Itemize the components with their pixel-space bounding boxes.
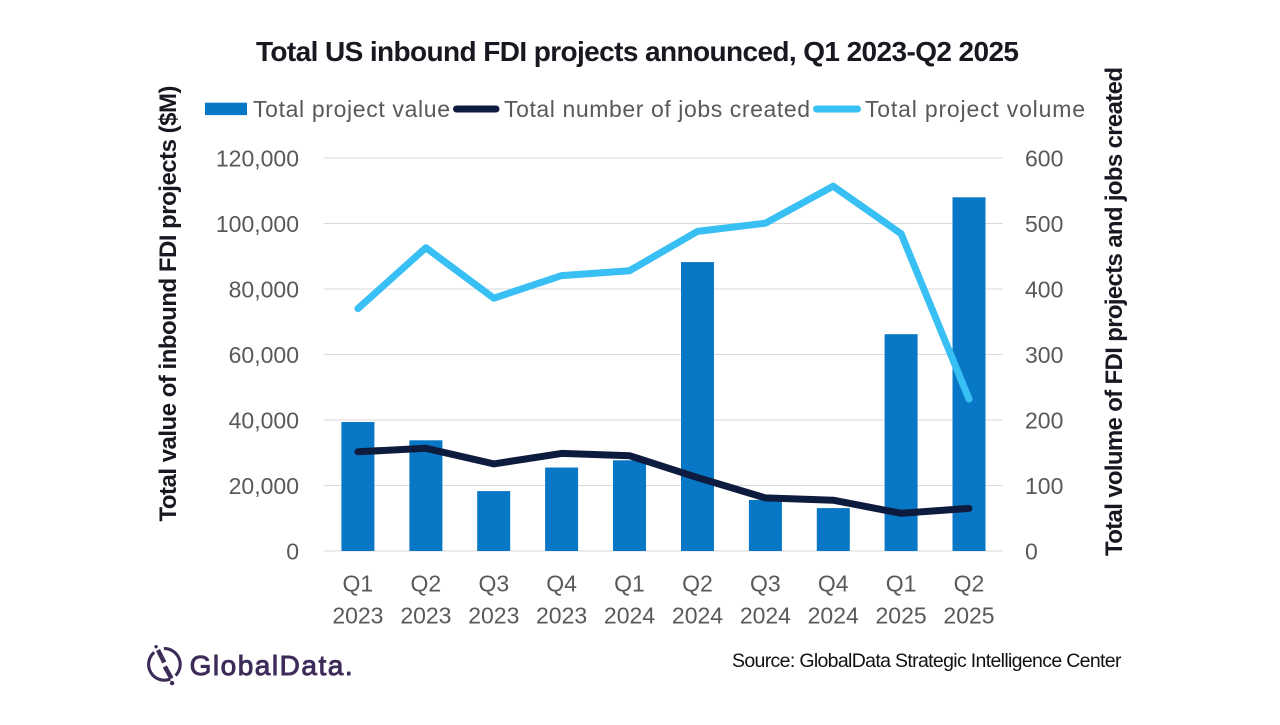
svg-text:Q1: Q1	[886, 571, 917, 597]
svg-text:Total number of jobs created: Total number of jobs created	[504, 96, 810, 122]
svg-text:2023: 2023	[332, 603, 383, 629]
svg-text:2023: 2023	[536, 603, 587, 629]
svg-text:200: 200	[1025, 407, 1063, 433]
svg-text:2024: 2024	[740, 603, 791, 629]
svg-text:Total project value: Total project value	[253, 96, 450, 122]
svg-text:0: 0	[1025, 538, 1038, 564]
svg-text:Q1: Q1	[343, 571, 374, 597]
svg-text:Q4: Q4	[546, 571, 577, 597]
svg-text:2025: 2025	[876, 603, 927, 629]
svg-text:GlobalData.: GlobalData.	[190, 650, 353, 681]
svg-text:Source: GlobalData Strategic I: Source: GlobalData Strategic Intelligenc…	[732, 650, 1122, 672]
svg-text:Q3: Q3	[478, 571, 509, 597]
svg-text:Total project volume: Total project volume	[865, 96, 1085, 122]
svg-text:100: 100	[1025, 473, 1063, 499]
svg-text:2024: 2024	[808, 603, 859, 629]
svg-text:Q4: Q4	[818, 571, 849, 597]
svg-text:400: 400	[1025, 276, 1063, 302]
svg-text:2025: 2025	[943, 603, 994, 629]
svg-text:Total volume of FDI projects a: Total volume of FDI projects and jobs cr…	[1101, 67, 1128, 556]
svg-text:Total US inbound FDI projects: Total US inbound FDI projects announced,…	[256, 36, 1019, 67]
svg-text:2024: 2024	[604, 603, 655, 629]
svg-text:Q2: Q2	[411, 571, 442, 597]
svg-text:2023: 2023	[400, 603, 451, 629]
svg-text:Q3: Q3	[750, 571, 781, 597]
svg-text:2024: 2024	[672, 603, 723, 629]
svg-text:20,000: 20,000	[229, 473, 299, 499]
svg-text:Q2: Q2	[682, 571, 713, 597]
svg-text:600: 600	[1025, 145, 1063, 171]
svg-text:500: 500	[1025, 211, 1063, 237]
svg-text:0: 0	[286, 538, 299, 564]
svg-text:2023: 2023	[468, 603, 519, 629]
svg-text:40,000: 40,000	[229, 407, 299, 433]
svg-text:80,000: 80,000	[229, 276, 299, 302]
svg-text:Total value of inbound FDI pro: Total value of inbound FDI projects ($M)	[155, 86, 182, 522]
svg-text:100,000: 100,000	[216, 211, 299, 237]
svg-text:Q1: Q1	[614, 571, 645, 597]
svg-text:Q2: Q2	[954, 571, 985, 597]
svg-text:60,000: 60,000	[229, 342, 299, 368]
svg-text:300: 300	[1025, 342, 1063, 368]
svg-text:120,000: 120,000	[216, 145, 299, 171]
